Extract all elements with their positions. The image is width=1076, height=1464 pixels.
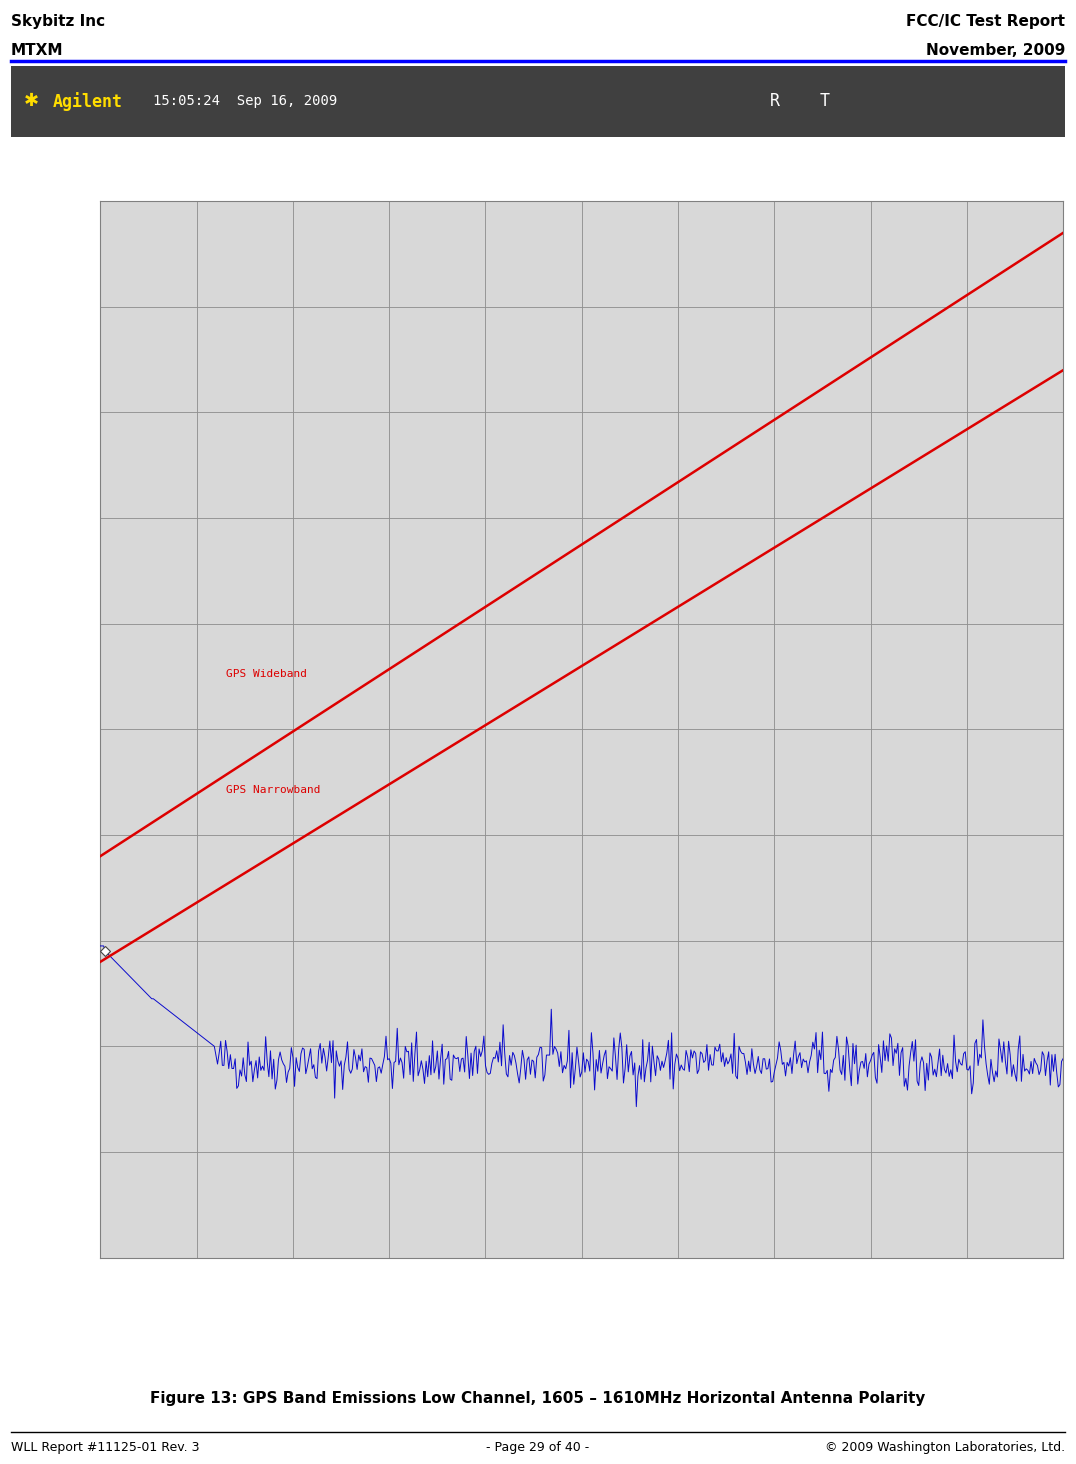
Text: WLL Report #11125-01 Rev. 3: WLL Report #11125-01 Rev. 3 bbox=[11, 1442, 199, 1454]
Text: Mkr1  1.605 058 GHz: Mkr1 1.605 058 GHz bbox=[770, 136, 905, 149]
Text: Log: Log bbox=[13, 278, 31, 288]
Text: dB/: dB/ bbox=[13, 416, 31, 425]
Text: - Page 29 of 40 -: - Page 29 of 40 - bbox=[486, 1442, 590, 1454]
Text: Skybitz Inc: Skybitz Inc bbox=[11, 13, 104, 28]
Text: Agilent: Agilent bbox=[53, 92, 123, 111]
Text: © 2009 Washington Laboratories, Ltd.: © 2009 Washington Laboratories, Ltd. bbox=[825, 1442, 1065, 1454]
Text: #Sweep 1.178 s (601 pts)_: #Sweep 1.178 s (601 pts)_ bbox=[776, 1306, 945, 1318]
Text: -4.7: -4.7 bbox=[13, 552, 38, 562]
Text: £(f):: £(f): bbox=[13, 1102, 44, 1113]
Text: November, 2009: November, 2009 bbox=[925, 42, 1065, 59]
Text: Offst: Offst bbox=[13, 485, 44, 493]
Text: #Res BW 1 MHz: #Res BW 1 MHz bbox=[100, 1306, 188, 1316]
Text: Peak: Peak bbox=[13, 209, 38, 220]
Text: dB: dB bbox=[13, 621, 26, 631]
Text: 10: 10 bbox=[13, 347, 26, 356]
Text: GPS Wideband: GPS Wideband bbox=[226, 669, 307, 678]
Text: #VBW 1 MHz: #VBW 1 MHz bbox=[491, 1306, 557, 1316]
Text: FTun: FTun bbox=[13, 1171, 38, 1181]
Text: Stop 1.610 000 GHz: Stop 1.610 000 GHz bbox=[942, 1274, 1063, 1282]
Text: ^: ^ bbox=[579, 1274, 585, 1282]
Bar bbox=[11, 66, 1065, 136]
Text: ✱: ✱ bbox=[24, 92, 39, 110]
Text: R    T: R T bbox=[770, 92, 830, 110]
Text: Figure 13: GPS Band Emissions Low Channel, 1605 – 1610MHz Horizontal Antenna Pol: Figure 13: GPS Band Emissions Low Channe… bbox=[151, 1391, 925, 1405]
Text: MTXM: MTXM bbox=[11, 42, 63, 59]
Text: Ref 112.3 dBµV: Ref 112.3 dBµV bbox=[11, 152, 111, 165]
Text: AA: AA bbox=[13, 1034, 44, 1044]
Text: Start 1.605 000 GHz: Start 1.605 000 GHz bbox=[100, 1274, 228, 1282]
Text: 48.85 dBµV: 48.85 dBµV bbox=[770, 167, 841, 180]
Text: #PAvg: #PAvg bbox=[13, 758, 44, 769]
Text: GPS Narrowband: GPS Narrowband bbox=[226, 785, 320, 795]
Text: M1  S2: M1 S2 bbox=[13, 896, 51, 906]
Text: S3  FC: S3 FC bbox=[13, 965, 51, 975]
Text: Swp: Swp bbox=[13, 1240, 31, 1250]
Text: 15:05:24  Sep 16, 2009: 15:05:24 Sep 16, 2009 bbox=[153, 94, 338, 108]
Text: FCC/IC Test Report: FCC/IC Test Report bbox=[906, 13, 1065, 28]
Text: Atten 20 dB: Atten 20 dB bbox=[327, 152, 406, 165]
